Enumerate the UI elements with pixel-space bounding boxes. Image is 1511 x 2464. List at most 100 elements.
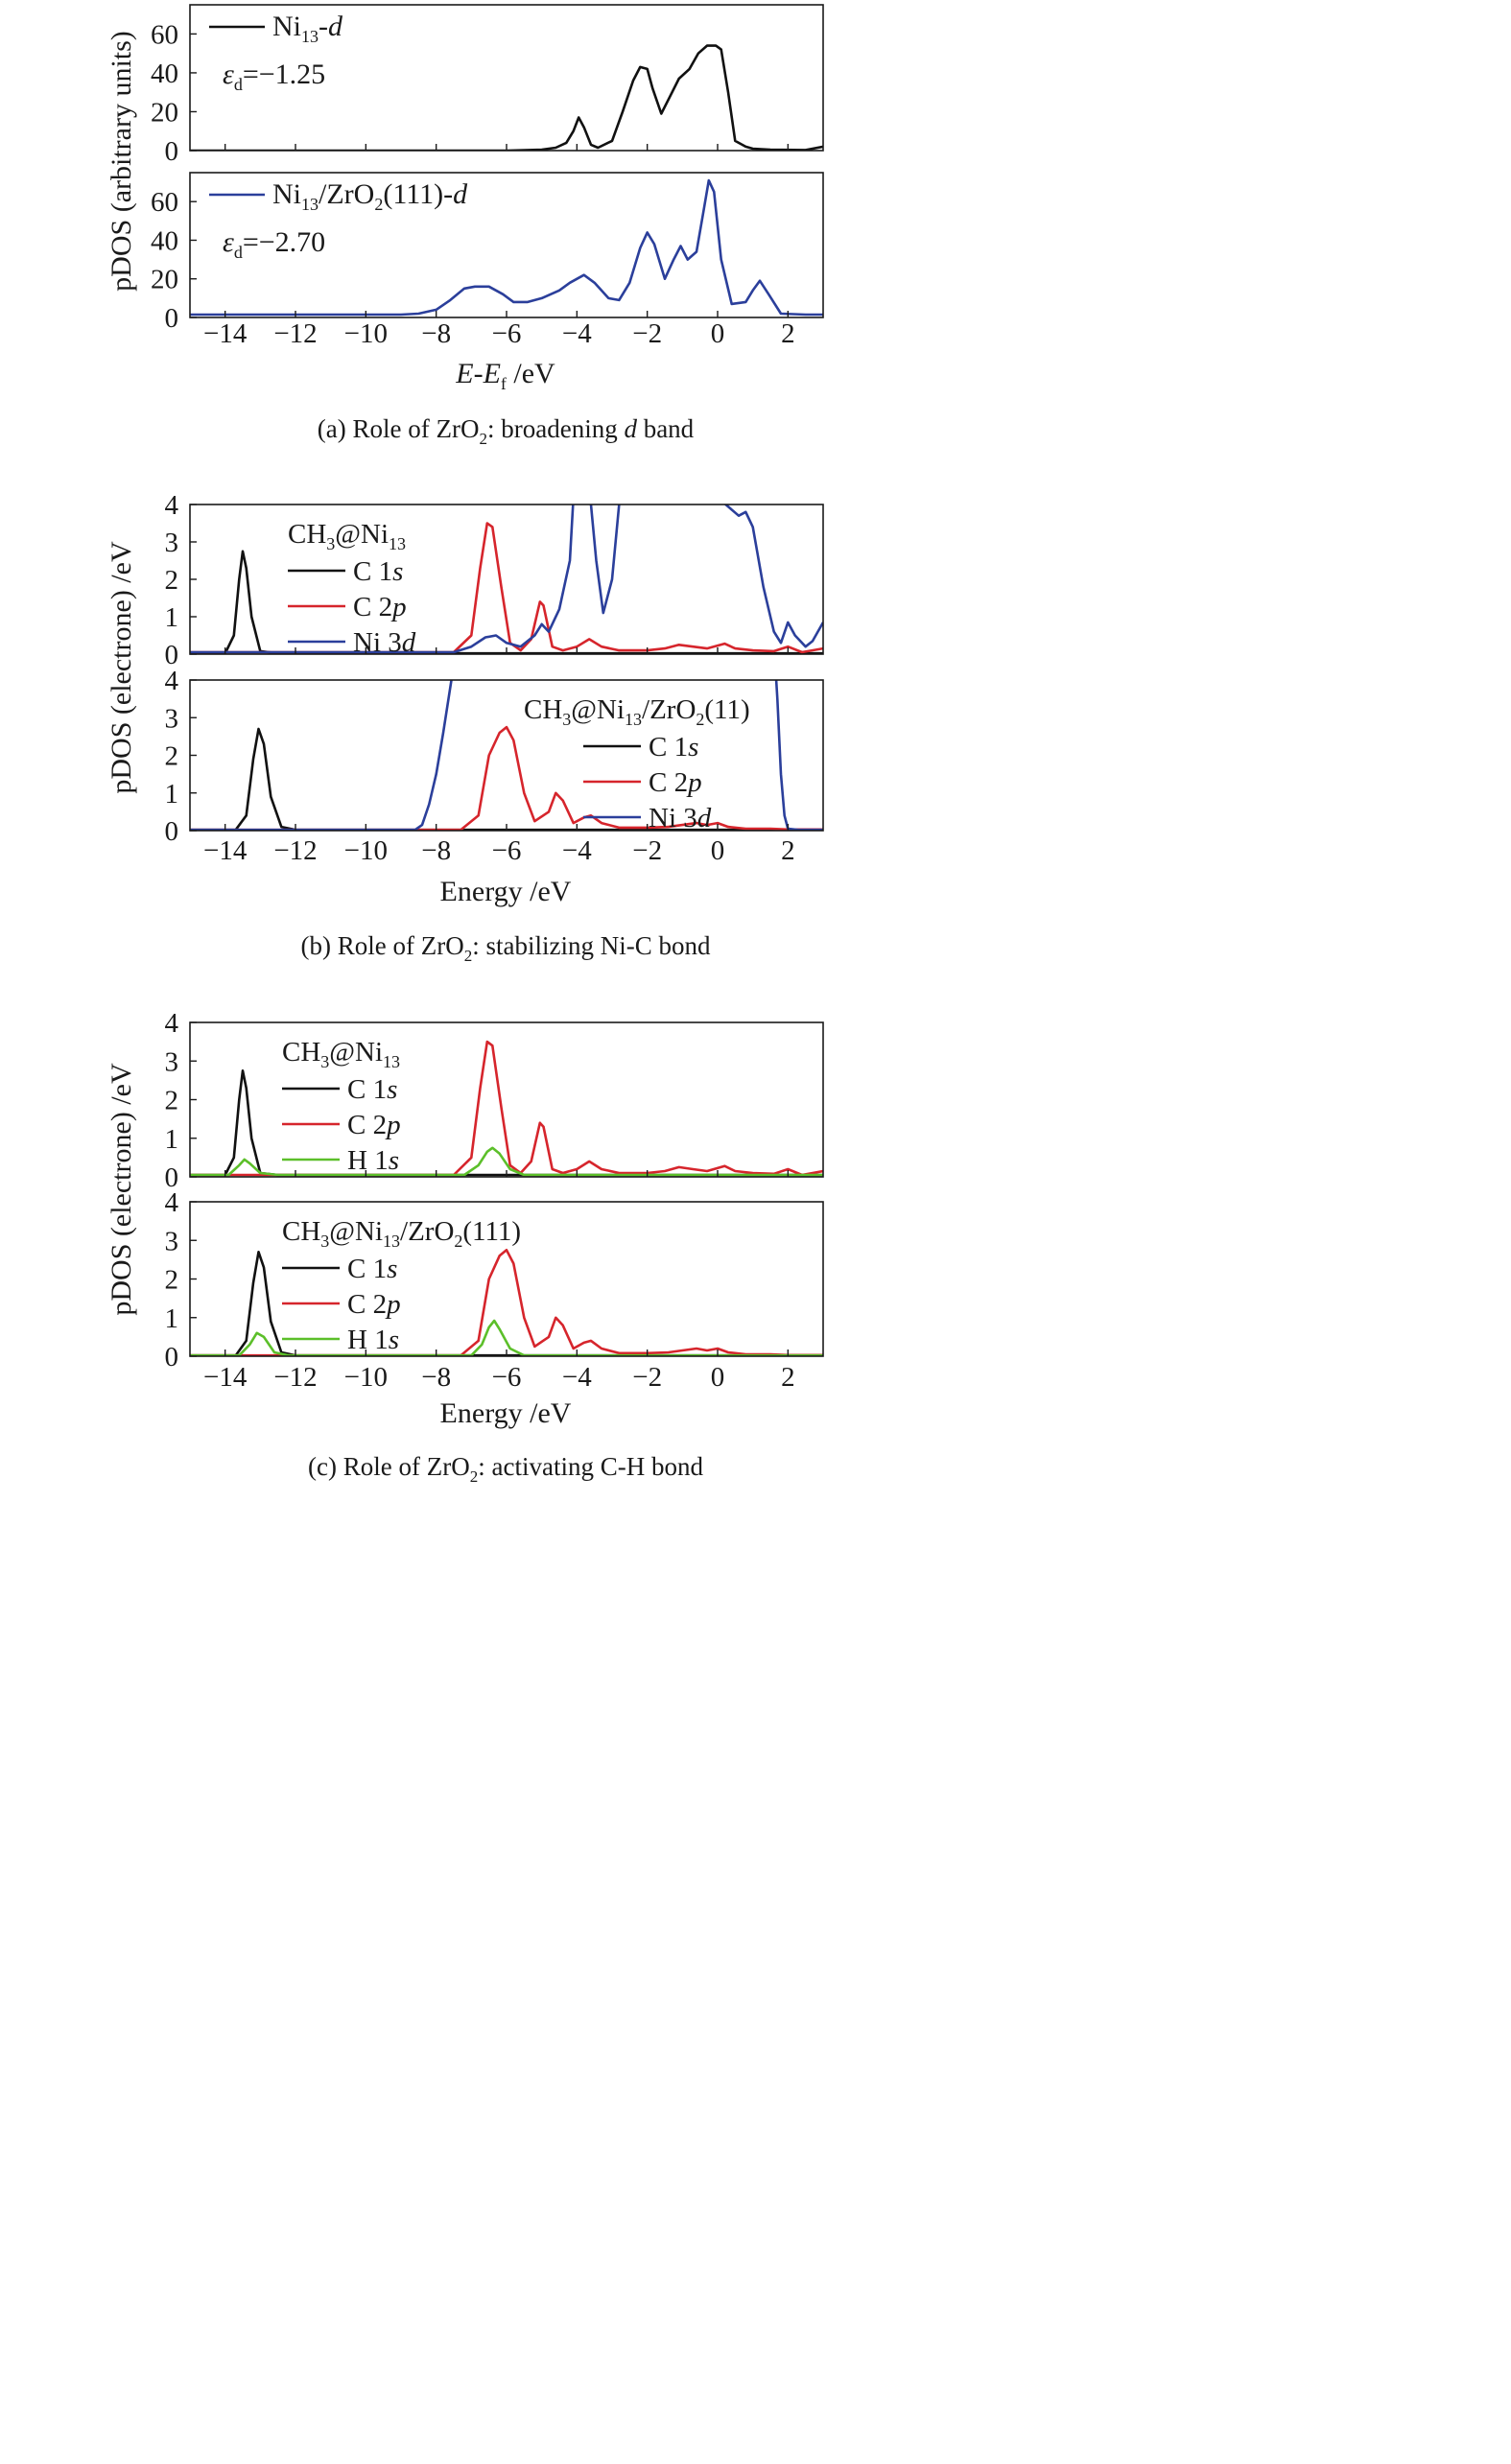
legend-entry: C 1s	[347, 1074, 397, 1105]
y-tick-label: 1	[165, 1124, 179, 1155]
y-tick-label: 60	[151, 19, 178, 50]
legend-entry: H 1s	[347, 1145, 399, 1176]
y-tick-label: 4	[165, 1008, 179, 1039]
y-tick-label: 40	[151, 59, 178, 89]
epsilon-annotation: εd=−1.25	[223, 59, 325, 94]
x-tick-label: 2	[781, 835, 795, 866]
x-tick-label: −14	[203, 835, 248, 866]
legend-entry: C 2p	[347, 1289, 401, 1320]
y-tick-label: 20	[151, 97, 178, 128]
y-tick-label: 2	[165, 565, 179, 596]
legend-entry-italic: s	[387, 1074, 397, 1105]
legend-entry-italic: p	[686, 767, 702, 798]
series-line	[190, 727, 823, 831]
legend-text: -	[319, 11, 328, 42]
annotation-symbol: ε	[223, 226, 234, 258]
y-axis-label: pDOS (arbitrary units)	[106, 31, 137, 292]
legend-entry: Ni 3d	[649, 803, 712, 833]
caption-text: band	[637, 414, 695, 443]
legend: CH3@Ni13/ZrO2(111)C 1sC 2pH 1s	[282, 1216, 521, 1355]
legend-title-text: @Ni	[571, 694, 625, 725]
legend-entry-text: C 1	[347, 1074, 387, 1105]
legend-subscript: 13	[301, 27, 319, 46]
x-tick-label: −10	[344, 1362, 388, 1393]
y-tick-label: 2	[165, 1265, 179, 1296]
x-tick-label: −8	[421, 835, 451, 866]
x-tick-label: −10	[344, 318, 388, 349]
legend-entry-italic: d	[402, 627, 416, 658]
x-label-subscript: f	[501, 374, 507, 393]
annotation-subscript: d	[234, 243, 243, 262]
legend-text: /ZrO	[319, 178, 374, 210]
legend-title: CH3@Ni13	[288, 519, 406, 553]
legend-title-subscript: 3	[562, 710, 571, 729]
x-tick-label: 2	[781, 1362, 795, 1393]
caption-text: (c) Role of ZrO	[308, 1452, 470, 1481]
caption-text: : activating C-H bond	[478, 1452, 703, 1481]
legend: Ni13-dεd=−1.25	[209, 11, 343, 94]
series-group	[190, 1249, 823, 1356]
legend-entry-text: H 1	[347, 1325, 389, 1355]
legend-title: CH3@Ni13/ZrO2(11)	[524, 694, 750, 729]
series-line	[190, 1249, 823, 1356]
legend: Ni13/ZrO2(111)-dεd=−2.70	[209, 178, 468, 262]
x-tick-label: −14	[203, 1362, 248, 1393]
legend-title-text: CH	[288, 519, 326, 550]
legend-entry-italic: d	[697, 803, 712, 833]
y-tick-label: 3	[165, 703, 179, 734]
legend-entry-italic: p	[385, 1289, 401, 1320]
x-tick-label: 0	[711, 318, 725, 349]
x-tick-label: −12	[273, 1362, 317, 1393]
y-tick-label: 1	[165, 779, 179, 810]
panel-caption: (b) Role of ZrO2: stabilizing Ni-C bond	[301, 931, 711, 965]
legend-entry: C 2p	[649, 767, 702, 798]
y-tick-label: 0	[165, 816, 179, 847]
y-tick-label: 1	[165, 602, 179, 633]
legend-title-subscript: 13	[625, 710, 642, 729]
x-tick-label: −8	[421, 318, 451, 349]
legend-italic: d	[328, 11, 343, 42]
legend-title-subscript: 3	[320, 1052, 329, 1071]
legend-title-text: @Ni	[329, 1216, 383, 1247]
caption-text: : broadening	[487, 414, 624, 443]
x-axis-label: Energy /eV	[440, 876, 572, 907]
caption-subscript: 2	[479, 430, 487, 448]
legend-entry-italic: p	[390, 592, 407, 622]
legend-entry: Ni 3d	[353, 627, 416, 658]
x-tick-label: 0	[711, 835, 725, 866]
caption-text: (b) Role of ZrO	[301, 931, 464, 960]
legend-title-subscript: 13	[383, 1232, 400, 1251]
caption-text: (a) Role of ZrO	[318, 414, 480, 443]
caption-italic: d	[624, 414, 637, 443]
y-tick-label: 3	[165, 1226, 179, 1256]
x-tick-label: −4	[562, 318, 592, 349]
y-tick-label: 0	[165, 303, 179, 334]
series-line	[190, 1146, 823, 1177]
x-axis-label: Energy /eV	[440, 1397, 572, 1429]
legend-title-text: CH	[282, 1216, 320, 1247]
series-group	[190, 1040, 823, 1177]
legend-entry-italic: s	[389, 1145, 399, 1176]
y-tick-label: 2	[165, 741, 179, 772]
legend-subscript: 2	[374, 195, 383, 214]
legend-entry: C 2p	[353, 592, 407, 622]
series-line	[190, 1251, 823, 1356]
x-tick-label: 0	[711, 1362, 725, 1393]
x-label-text: /eV	[507, 358, 555, 389]
legend-title-text: (11)	[704, 694, 749, 725]
legend-title-subscript: 3	[326, 534, 335, 553]
x-tick-label: −14	[203, 318, 248, 349]
x-tick-label: −8	[421, 1362, 451, 1393]
epsilon-annotation: εd=−2.70	[223, 226, 325, 262]
y-tick-label: 60	[151, 187, 178, 218]
legend-title: CH3@Ni13/ZrO2(111)	[282, 1216, 521, 1251]
legend-entry: H 1s	[347, 1325, 399, 1355]
